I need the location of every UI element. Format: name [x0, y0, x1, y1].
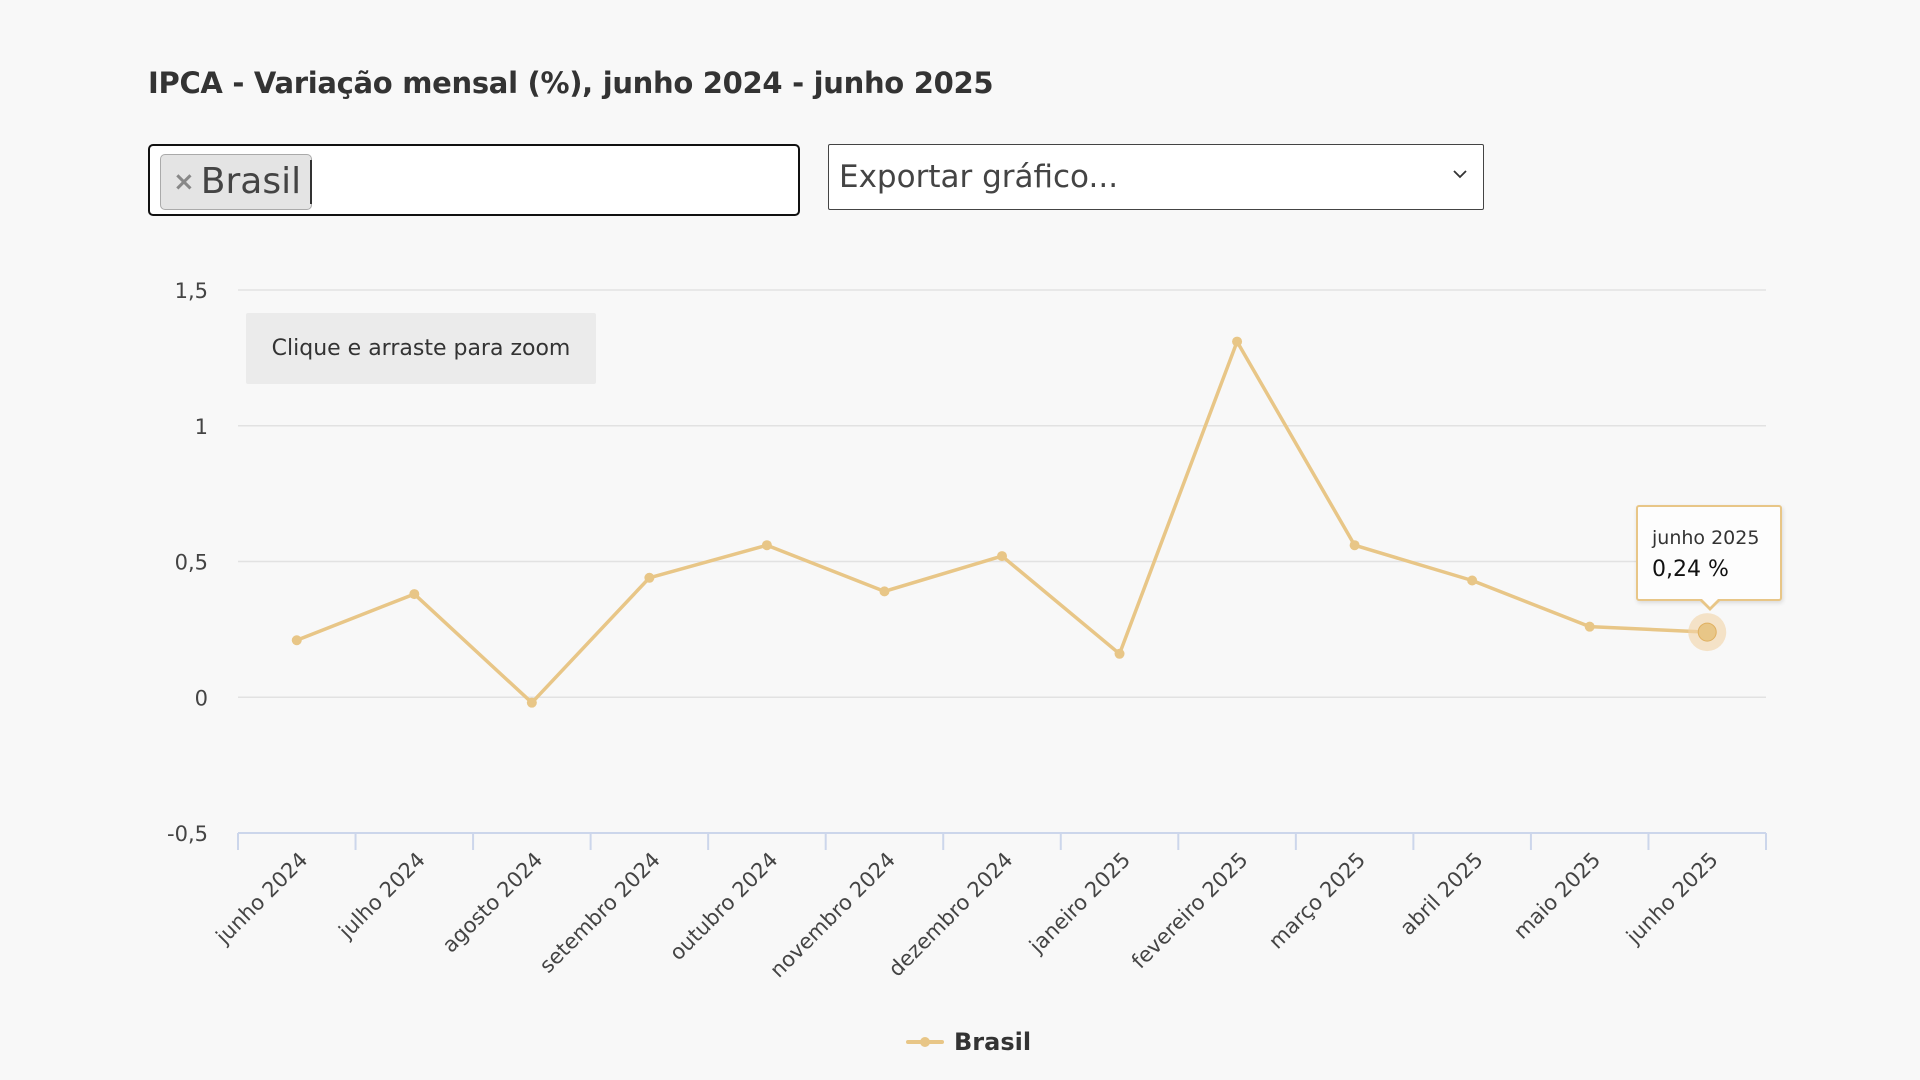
remove-chip-icon[interactable]: ×: [173, 167, 195, 197]
data-point: [1114, 648, 1125, 659]
data-tooltip: junho 2025 0,24 %: [1636, 505, 1782, 611]
x-tick-label: agosto 2024: [438, 848, 548, 958]
region-multiselect[interactable]: × Brasil: [148, 144, 800, 216]
selected-chip-brasil: × Brasil: [160, 154, 313, 210]
x-tick-label: setembro 2024: [535, 848, 665, 978]
y-tick-label: 1,5: [175, 279, 208, 303]
export-chart-select[interactable]: Exportar gráfico...: [828, 144, 1484, 210]
tooltip-value: 0,24 %: [1652, 557, 1729, 582]
data-point: [1232, 336, 1243, 347]
x-tick-label: outubro 2024: [665, 848, 783, 966]
data-point: [291, 635, 302, 646]
tooltip-date: junho 2025: [1652, 527, 1760, 549]
page-title: IPCA - Variação mensal (%), junho 2024 -…: [148, 66, 994, 100]
x-tick-label: abril 2025: [1395, 848, 1487, 940]
data-point: [761, 540, 772, 551]
x-tick-label: maio 2025: [1509, 848, 1605, 944]
legend-item-brasil[interactable]: Brasil: [906, 1028, 1031, 1056]
x-tick-label: novembro 2024: [765, 848, 900, 983]
x-tick-label: julho 2024: [333, 848, 429, 944]
data-point: [997, 551, 1007, 562]
data-point-highlighted: [1697, 622, 1717, 642]
legend-label: Brasil: [954, 1028, 1032, 1056]
series-line-brasil: [296, 339, 1708, 705]
x-tick-label: fevereiro 2025: [1127, 848, 1253, 974]
zoom-hint: Clique e arraste para zoom: [246, 313, 596, 384]
data-point: [644, 572, 655, 583]
data-point: [409, 589, 420, 600]
data-point: [1467, 575, 1478, 586]
x-tick-label: março 2025: [1264, 848, 1370, 954]
x-tick-label: dezembro 2024: [884, 848, 1018, 982]
data-point: [1349, 540, 1360, 551]
legend-line-icon: [906, 1037, 944, 1047]
data-point: [879, 586, 890, 597]
export-select-value: Exportar gráfico...: [839, 159, 1119, 195]
chevron-down-icon: [1453, 170, 1467, 179]
x-tick-label: junho 2025: [1621, 848, 1723, 950]
y-tick-label: 0,5: [175, 551, 208, 575]
x-tick-label: janeiro 2025: [1024, 848, 1135, 959]
tooltip-pointer-fill: [1701, 598, 1719, 607]
y-tick-label: 0: [195, 686, 208, 710]
data-point: [526, 697, 537, 708]
y-tick-label: -0,5: [167, 822, 208, 846]
data-point: [1584, 621, 1595, 632]
text-cursor[interactable]: [310, 160, 312, 204]
x-tick-label: junho 2024: [211, 848, 313, 950]
y-tick-label: 1: [195, 415, 208, 439]
legend-dot-icon: [920, 1037, 930, 1047]
chip-label: Brasil: [200, 161, 302, 202]
